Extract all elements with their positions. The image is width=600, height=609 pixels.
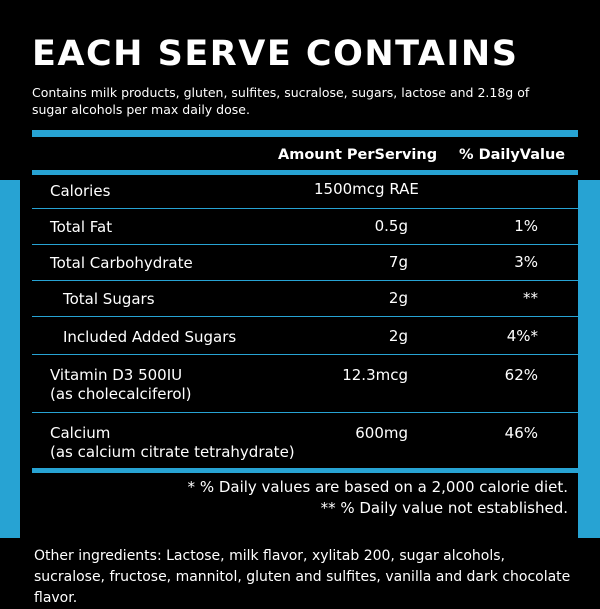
- divider-header: [32, 170, 578, 175]
- row-daily-value: 1%: [514, 217, 538, 235]
- row-divider: [32, 244, 578, 245]
- row-daily-value: 4%*: [506, 327, 538, 345]
- row-amount: 12.3mcg: [342, 366, 408, 384]
- panel-title: EACH SERVE CONTAINS: [32, 34, 519, 74]
- row-daily-value: 3%: [514, 253, 538, 271]
- row-amount: 2g: [388, 327, 408, 345]
- column-header-daily-value: % DailyValue: [459, 147, 566, 163]
- row-label: Total Fat: [50, 218, 113, 236]
- row-label: Total Carbohydrate: [50, 254, 193, 272]
- row-amount: 7g: [388, 253, 408, 271]
- row-divider: [32, 208, 578, 209]
- row-divider: [32, 316, 578, 317]
- row-sublabel: (as calcium citrate tetrahydrate): [50, 443, 295, 461]
- divider-top: [32, 130, 578, 137]
- row-sublabel: (as cholecalciferol): [50, 385, 192, 403]
- row-divider: [32, 354, 578, 355]
- row-amount: 2g: [388, 289, 408, 307]
- other-ingredients: Other ingredients: Lactose, milk flavor,…: [34, 548, 571, 606]
- footnote-not-established: ** % Daily value not established.: [320, 499, 568, 517]
- allergen-note: Contains milk products, gluten, sulfites…: [32, 85, 530, 117]
- row-label: Total Sugars: [63, 290, 155, 308]
- row-daily-value: 46%: [504, 424, 538, 442]
- row-label: Included Added Sugars: [63, 328, 237, 346]
- row-amount: 1500mcg RAE: [314, 180, 419, 198]
- row-divider: [32, 412, 578, 413]
- row-daily-value: 62%: [504, 366, 538, 384]
- divider-bottom: [32, 468, 578, 473]
- row-divider: [32, 280, 578, 281]
- row-amount: 0.5g: [374, 217, 408, 235]
- column-header-amount: Amount PerServing: [278, 147, 438, 163]
- row-daily-value: **: [523, 289, 538, 307]
- row-label: Calcium: [50, 424, 111, 442]
- row-amount: 600mg: [355, 424, 408, 442]
- footnote-daily-values: * % Daily values are based on a 2,000 ca…: [187, 478, 568, 496]
- nutrition-panel: EACH SERVE CONTAINS Contains milk produc…: [20, 20, 578, 538]
- row-label: Calories: [50, 182, 111, 200]
- row-label: Vitamin D3 500IU: [50, 366, 183, 384]
